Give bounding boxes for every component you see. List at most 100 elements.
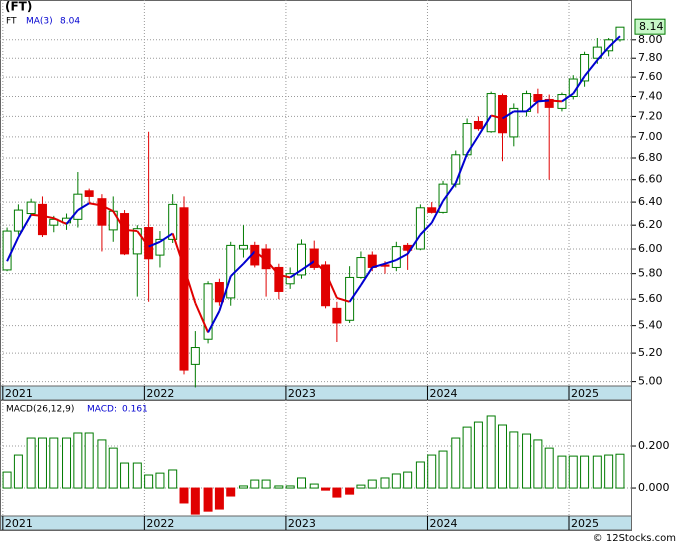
ma-segment	[42, 214, 54, 220]
candle-body	[2, 230, 12, 271]
candle-body	[285, 273, 295, 285]
ma-segment	[607, 35, 621, 48]
ma-segment	[300, 260, 315, 271]
ma-segment	[583, 59, 599, 77]
ma-segment	[442, 182, 457, 202]
ma-segment	[324, 272, 338, 299]
candle-body	[509, 107, 519, 138]
ma-segment	[148, 240, 161, 248]
ma-segment	[537, 99, 550, 103]
macd-bar	[13, 454, 23, 489]
candle-body	[179, 207, 189, 371]
macd-bar	[296, 477, 306, 489]
macd-bar	[84, 432, 94, 489]
candle-body	[473, 120, 483, 130]
y-tick-label: 8.00	[638, 33, 663, 46]
ma-segment	[477, 114, 493, 137]
macd-bar	[238, 485, 248, 489]
macd-bar	[309, 483, 319, 489]
ma-segment	[289, 269, 303, 279]
macd-bar	[190, 487, 200, 515]
ma-segment	[88, 202, 103, 207]
chart-title: (FT)	[5, 0, 32, 14]
ma-segment	[561, 92, 574, 103]
macd-bar	[497, 424, 507, 489]
y-tick-label: 6.40	[638, 195, 663, 208]
ma-segment	[77, 202, 90, 211]
macd-bar	[179, 487, 189, 504]
x-tick-label: 2025	[571, 387, 599, 400]
macd-bar	[522, 433, 532, 489]
x-tick-label: 2023	[288, 387, 316, 400]
candle-body	[97, 198, 107, 226]
macd-bar	[62, 437, 72, 489]
ma-segment	[419, 222, 433, 236]
x-tick-label: 2022	[146, 387, 174, 400]
macd-panel: 0.000 0.200 2021 2022 2023 2024 2025	[0, 400, 670, 531]
candle-body	[332, 307, 342, 324]
candle-body	[451, 154, 461, 185]
macd-bar	[132, 462, 142, 489]
macd-bar	[108, 447, 118, 489]
price-panel: 5.00 5.20 5.40 5.60 5.80 6.00 6.20 6.40 6.60 6.80…	[0, 0, 666, 401]
candle-body	[356, 257, 366, 278]
candle-body	[321, 264, 331, 307]
candle-body	[391, 246, 401, 268]
macd-bar	[486, 415, 496, 489]
candle-body	[486, 93, 496, 133]
macd-bar	[462, 426, 472, 489]
macd-bar	[250, 479, 260, 489]
macd-bar	[380, 477, 390, 489]
candle-body	[73, 193, 83, 220]
macd-bar	[604, 454, 614, 489]
y-tick-label: 5.00	[638, 375, 663, 388]
candle-body	[203, 283, 213, 340]
ma-segment	[53, 217, 67, 225]
candle-body	[604, 39, 614, 52]
ma-segment	[596, 46, 610, 61]
y-tick-label: 7.00	[638, 130, 663, 143]
x-tick-label: 2024	[429, 517, 457, 530]
ma-segment	[525, 100, 539, 113]
ma-segment	[384, 259, 397, 265]
candle-body	[37, 203, 47, 236]
macd-bar	[97, 439, 107, 489]
candle-body	[214, 282, 224, 303]
candle-body	[580, 53, 590, 82]
legend-ma-value: 8.04	[60, 17, 80, 27]
macd-bar	[391, 473, 401, 489]
y-tick-label: 5.60	[638, 292, 663, 305]
macd-bar	[473, 421, 483, 489]
macd-bar	[321, 487, 331, 491]
x-tick-label: 2022	[146, 517, 174, 530]
macd-bar	[580, 455, 590, 489]
last-price: 8.14	[639, 20, 664, 33]
candle-body	[615, 26, 625, 41]
macd-bar	[451, 437, 461, 489]
macd-bar	[544, 447, 554, 489]
macd-bar	[274, 485, 284, 489]
x-tick-label: 2021	[5, 517, 33, 530]
ma-segment	[112, 210, 126, 231]
ma-segment	[124, 228, 138, 233]
ma-segment	[430, 200, 444, 224]
macd-bar	[203, 487, 213, 512]
candle-body	[427, 207, 437, 213]
ma-segment	[348, 284, 362, 303]
y-tick-label: 7.20	[638, 109, 663, 122]
ma-segment	[490, 114, 503, 120]
y-tick-label: 5.20	[638, 346, 663, 359]
candle-body	[296, 243, 306, 276]
time-band	[0, 385, 632, 401]
ma-segment	[218, 275, 232, 312]
candle-body	[155, 238, 165, 256]
macd-legend-value: 0.161	[122, 405, 148, 415]
ma-segment	[65, 209, 79, 225]
macd-bar	[26, 437, 36, 489]
ma-segment	[466, 135, 480, 155]
macd-bar	[49, 437, 59, 489]
macd-bar	[568, 455, 578, 489]
ma-segment	[6, 236, 20, 262]
macd-bar	[615, 453, 625, 489]
